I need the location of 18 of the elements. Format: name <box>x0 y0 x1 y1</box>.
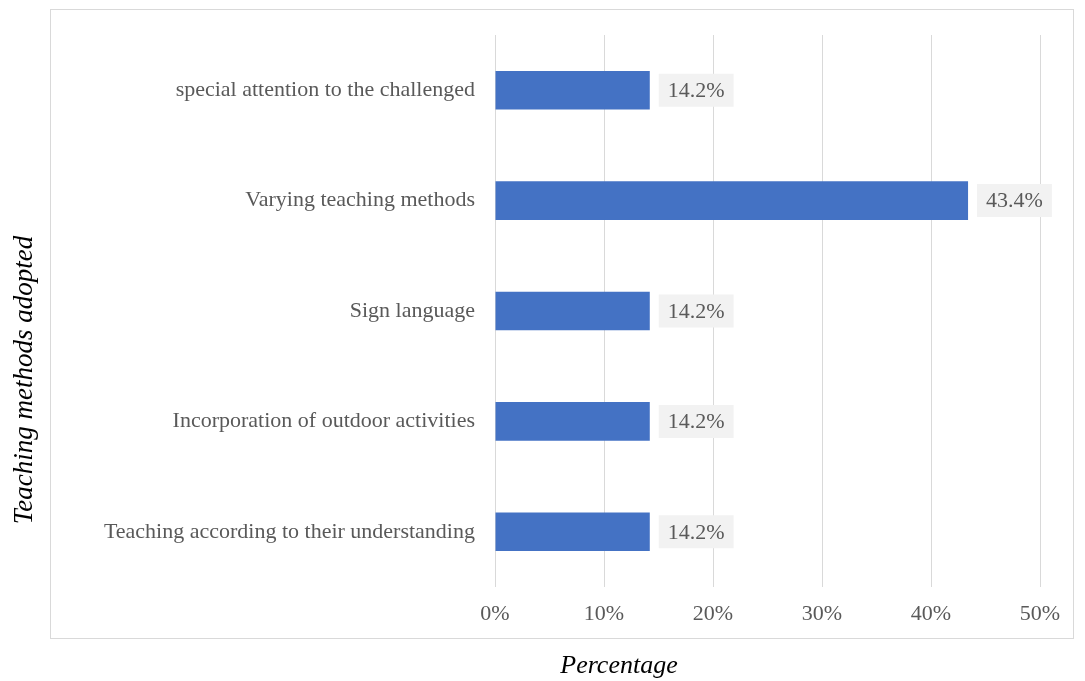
x-tick-label: 0% <box>480 599 510 625</box>
data-label: 43.4% <box>986 187 1043 213</box>
x-tick-label: 30% <box>801 599 843 625</box>
x-tick-label: 40% <box>910 599 952 625</box>
y-tick-label: Sign language <box>349 296 475 322</box>
y-tick-label: Varying teaching methods <box>245 186 475 212</box>
y-axis-title: Teaching methods adopted <box>8 235 39 525</box>
data-label: 14.2% <box>667 408 725 434</box>
data-label: 14.2% <box>667 518 725 544</box>
x-tick-label: 50% <box>1019 599 1061 625</box>
y-tick-label: Incorporation of outdoor activities <box>172 407 475 433</box>
x-axis-title: Percentage <box>560 649 678 680</box>
x-tick-label: 10% <box>583 599 625 625</box>
y-tick-label: Teaching according to their understanding <box>103 517 475 543</box>
data-label: 14.2% <box>667 297 725 323</box>
data-label: 14.2% <box>667 76 725 102</box>
y-tick-label: special attention to the challenged <box>175 75 475 101</box>
x-tick-label: 20% <box>692 599 734 625</box>
